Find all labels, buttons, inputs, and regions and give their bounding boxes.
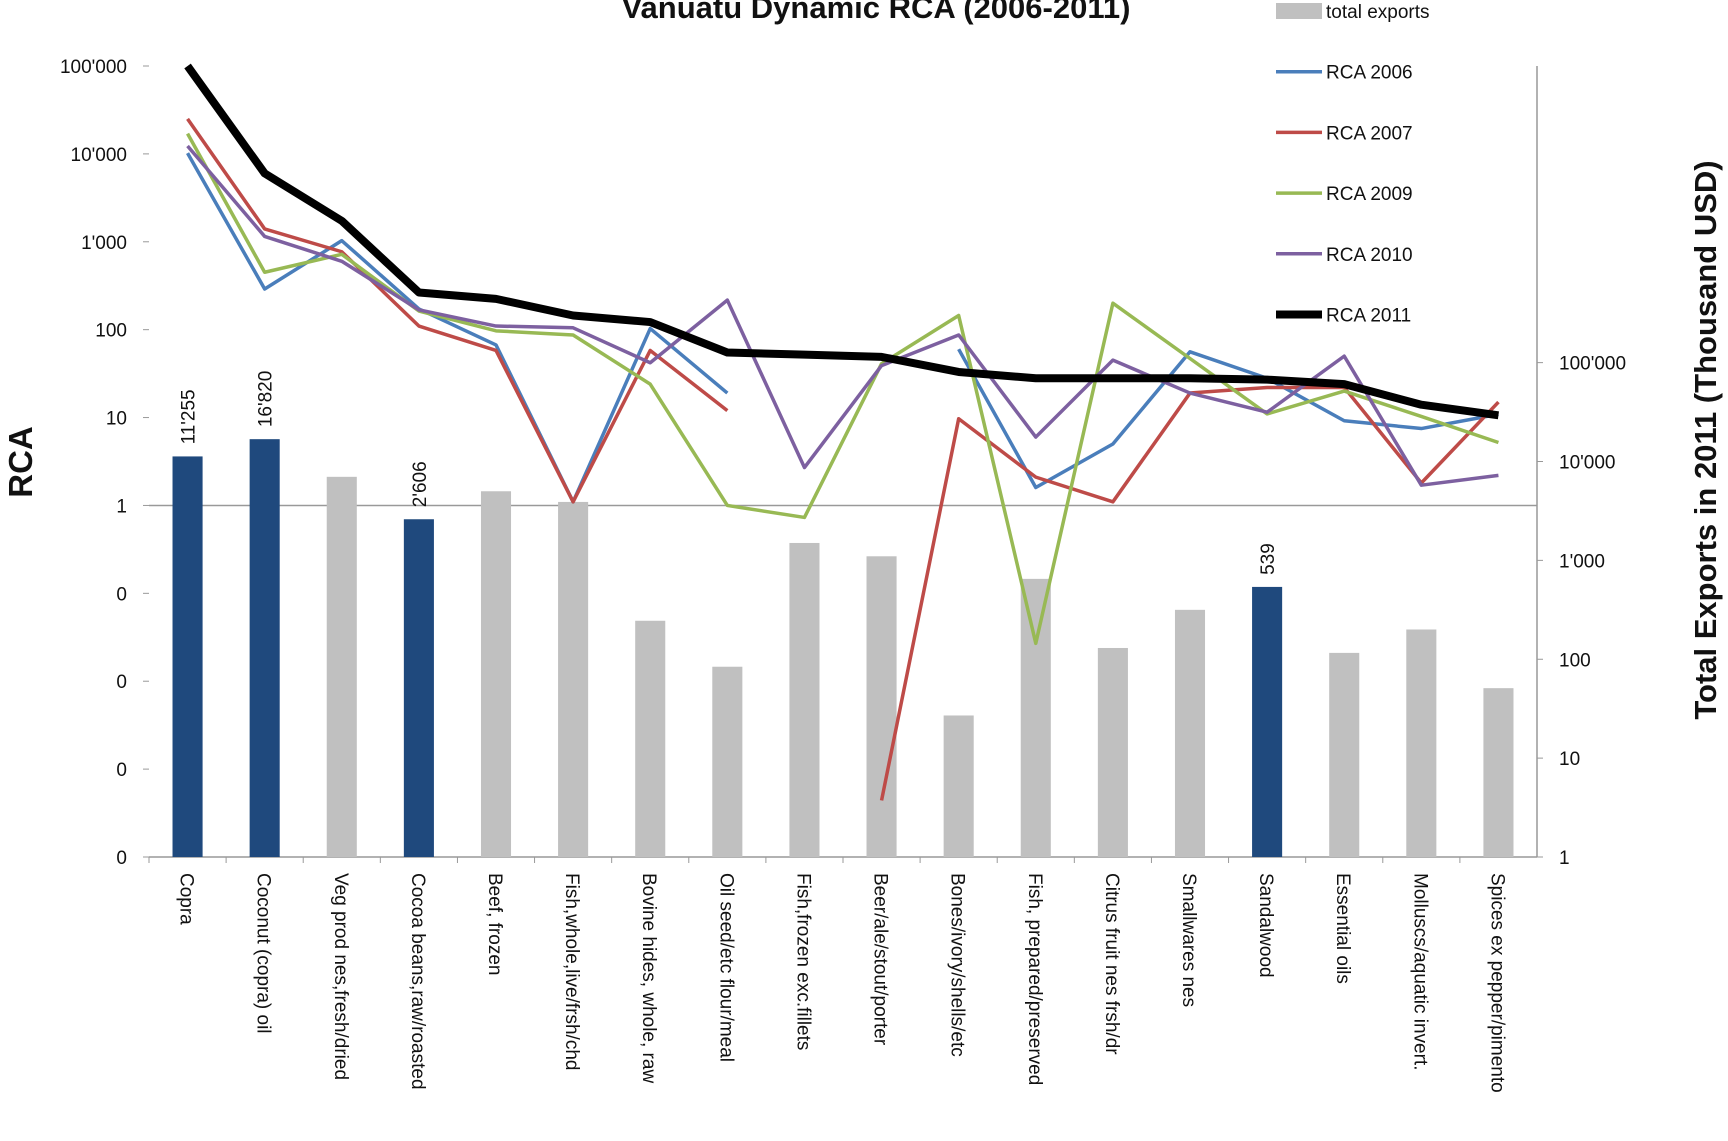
line <box>957 348 1499 490</box>
x-tick-label: Cocoa beans,raw/roasted <box>407 873 428 1090</box>
bar <box>1097 647 1128 857</box>
x-tick-label: Fish, prepared/preserved <box>1024 873 1045 1085</box>
chart-title: Vanuatu Dynamic RCA (2006-2011) <box>622 0 1131 25</box>
legend-swatch <box>1276 3 1322 19</box>
bar <box>480 491 512 857</box>
y-tick-label: 10 <box>106 409 127 430</box>
x-tick-label: Copra <box>176 873 197 925</box>
bar <box>172 456 203 857</box>
bar <box>1020 578 1051 857</box>
x-tick-label: Beer/ale/stout/porter <box>870 873 891 1046</box>
y2-axis-label: Total Exports in 2011 (Thousand USD) <box>1688 160 1723 719</box>
bar <box>712 666 743 857</box>
y-tick-label: 100 <box>95 321 127 342</box>
legend-label: total exports <box>1326 2 1430 23</box>
bar <box>943 715 974 857</box>
legend-label: RCA 2010 <box>1326 245 1413 266</box>
x-tick-label: Fish,whole,live/frsh/chd <box>561 873 582 1070</box>
y2-tick-label: 1'000 <box>1559 551 1605 572</box>
x-tick-label: Spices ex pepper/pimento <box>1486 873 1507 1093</box>
line <box>186 144 1499 487</box>
y-tick-label: 10'000 <box>71 145 127 166</box>
x-tick-label: Essential oils <box>1332 873 1353 984</box>
bar <box>558 501 589 857</box>
bar <box>249 439 280 857</box>
bar <box>403 519 434 857</box>
x-tick-label: Molluscs/aquatic invert. <box>1409 873 1430 1070</box>
x-tick-label: Bones/ivory/shells/etc <box>947 873 968 1057</box>
value-label: 2'606 <box>410 461 431 507</box>
x-tick-label: Bovine hides, whole, raw <box>638 873 659 1083</box>
y2-tick-label: 1 <box>1559 848 1570 869</box>
legend-label: RCA 2011 <box>1326 306 1411 327</box>
y-tick-label: 1'000 <box>81 233 127 254</box>
bar <box>1483 688 1514 857</box>
y2-tick-label: 10'000 <box>1559 453 1615 474</box>
y-tick-label: 0 <box>116 848 127 869</box>
value-label: 16'820 <box>256 371 277 427</box>
bar <box>1174 609 1206 857</box>
value-label: 539 <box>1258 543 1279 575</box>
x-tick-label: Fish,frozen exc.fillets <box>792 873 813 1050</box>
bar <box>635 620 666 857</box>
x-tick-label: Oil seed/etc flour/meal <box>715 873 736 1062</box>
y2-tick-label: 100 <box>1559 650 1591 671</box>
y-tick-label: 1 <box>116 496 127 517</box>
x-tick-label: Coconut (copra) oil <box>253 873 274 1034</box>
x-tick-label: Veg prod nes,fresh/dried <box>330 873 351 1080</box>
y-axis-label: RCA <box>2 426 39 498</box>
bar <box>789 542 820 857</box>
y-tick-label: 0 <box>116 672 127 693</box>
legend-label: RCA 2009 <box>1326 184 1413 205</box>
x-tick-label: Sandalwood <box>1255 873 1276 978</box>
bar <box>326 476 357 857</box>
legend-label: RCA 2007 <box>1326 123 1413 144</box>
legend-label: RCA 2006 <box>1326 63 1413 84</box>
y-tick-label: 0 <box>116 760 127 781</box>
bar <box>1329 652 1360 857</box>
y-tick-label: 0 <box>116 584 127 605</box>
y2-tick-label: 10 <box>1559 749 1580 770</box>
value-label: 11'255 <box>179 389 200 444</box>
line <box>184 63 1499 420</box>
x-tick-label: Smallwares nes <box>1178 873 1199 1007</box>
x-tick-label: Beef, frozen <box>484 873 505 975</box>
bar <box>1252 586 1283 857</box>
bar <box>866 556 897 857</box>
x-tick-label: Citrus fruit nes frsh/dr <box>1101 873 1122 1055</box>
y2-tick-label: 100'000 <box>1559 354 1626 375</box>
y-tick-label: 100'000 <box>60 57 127 78</box>
bar <box>1406 629 1437 857</box>
